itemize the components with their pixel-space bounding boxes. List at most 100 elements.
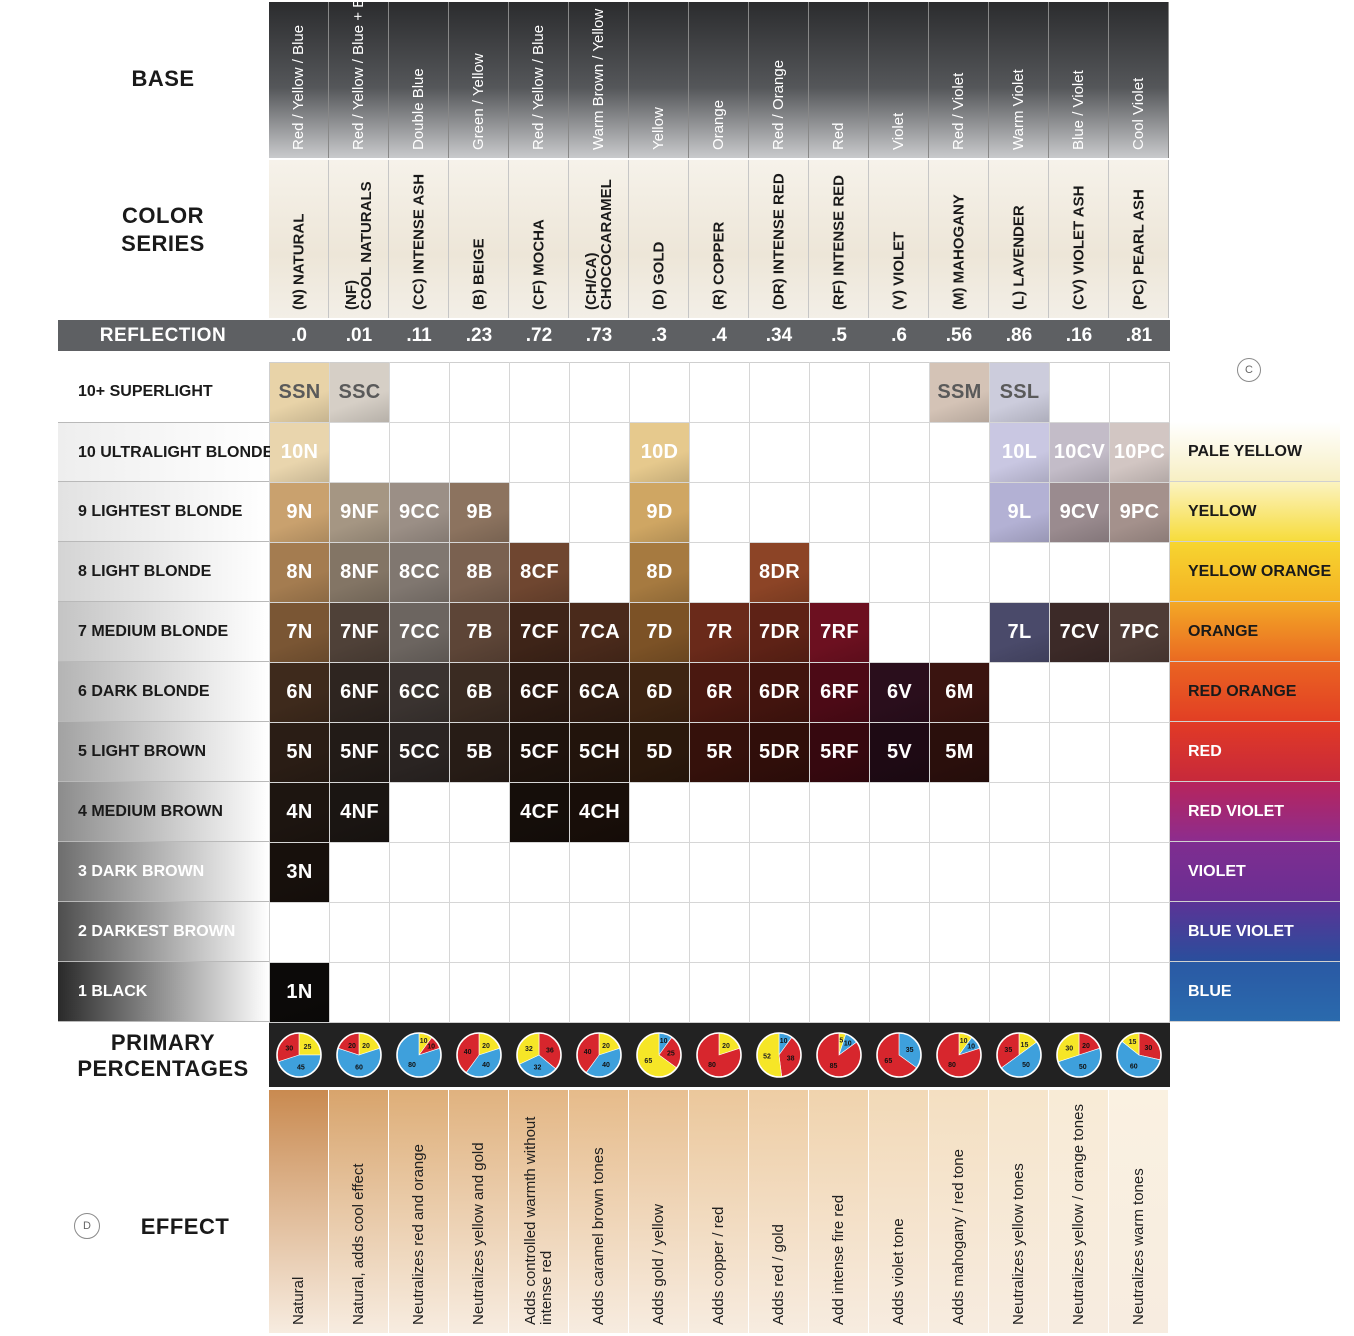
- shade-swatch[interactable]: 6NF: [330, 663, 389, 722]
- shade-swatch[interactable]: 7CC: [390, 603, 449, 662]
- base-header-text: Violet: [889, 112, 907, 150]
- shade-swatch[interactable]: 6CF: [510, 663, 569, 722]
- shade-swatch[interactable]: 7CV: [1050, 603, 1109, 662]
- reflection-value: .4: [711, 325, 727, 346]
- shade-swatch[interactable]: 5CC: [390, 723, 449, 782]
- color-series-cell: (DR) INTENSE RED: [749, 160, 809, 318]
- shade-swatch[interactable]: 5N: [270, 723, 329, 782]
- grid-line: [269, 962, 1170, 963]
- shade-swatch[interactable]: 9D: [630, 483, 689, 542]
- pie-label: 50: [1022, 1062, 1030, 1069]
- shade-swatch[interactable]: 5NF: [330, 723, 389, 782]
- shade-swatch[interactable]: 5B: [450, 723, 509, 782]
- shade-swatch[interactable]: 8CC: [390, 543, 449, 602]
- grid-line: [1049, 362, 1050, 1023]
- shade-swatch[interactable]: 4N: [270, 783, 329, 842]
- pie-ring: [756, 1032, 802, 1078]
- shade-swatch[interactable]: 6RF: [810, 663, 869, 722]
- color-series-text: (V) VIOLET: [890, 232, 907, 310]
- effect-cell: Adds copper / red: [689, 1090, 749, 1333]
- shade-swatch[interactable]: SSM: [930, 363, 989, 422]
- color-series-text: (N) NATURAL: [290, 214, 307, 310]
- shade-swatch[interactable]: 7B: [450, 603, 509, 662]
- shade-swatch[interactable]: 9L: [990, 483, 1049, 542]
- color-series-text: (CF) MOCHA: [530, 219, 547, 310]
- shade-swatch[interactable]: 6D: [630, 663, 689, 722]
- shade-swatch[interactable]: 5RF: [810, 723, 869, 782]
- base-header-cell: Green / Yellow: [449, 2, 509, 158]
- shade-swatch[interactable]: 8N: [270, 543, 329, 602]
- shade-swatch[interactable]: 10CV: [1050, 423, 1109, 482]
- shade-swatch[interactable]: 9PC: [1110, 483, 1169, 542]
- reflection-value: .72: [525, 325, 553, 346]
- shade-swatch[interactable]: 6M: [930, 663, 989, 722]
- shade-swatch[interactable]: 4CH: [570, 783, 629, 842]
- shade-swatch[interactable]: 7RF: [810, 603, 869, 662]
- base-header-cell: Double Blue: [389, 2, 449, 158]
- shade-swatch[interactable]: 7DR: [750, 603, 809, 662]
- shade-swatch[interactable]: 7D: [630, 603, 689, 662]
- shade-swatch[interactable]: 7N: [270, 603, 329, 662]
- shade-swatch[interactable]: 4CF: [510, 783, 569, 842]
- pie-ring: [876, 1032, 922, 1078]
- shade-swatch[interactable]: 8CF: [510, 543, 569, 602]
- shade-swatch[interactable]: 7CF: [510, 603, 569, 662]
- shade-swatch[interactable]: 6CC: [390, 663, 449, 722]
- grid-line: [269, 722, 1170, 723]
- shade-swatch[interactable]: 5CH: [570, 723, 629, 782]
- shade-swatch[interactable]: 3N: [270, 843, 329, 902]
- reflection-value: .34: [765, 325, 793, 346]
- shade-swatch[interactable]: 9B: [450, 483, 509, 542]
- grid-line: [269, 902, 1170, 903]
- shade-swatch[interactable]: 5M: [930, 723, 989, 782]
- shade-swatch[interactable]: 5DR: [750, 723, 809, 782]
- shade-swatch[interactable]: 6DR: [750, 663, 809, 722]
- shade-swatch[interactable]: 5D: [630, 723, 689, 782]
- shade-swatch[interactable]: 7R: [690, 603, 749, 662]
- shade-swatch[interactable]: 6N: [270, 663, 329, 722]
- color-series-line: (CC) INTENSE ASH: [410, 173, 427, 310]
- shade-swatch[interactable]: 10L: [990, 423, 1049, 482]
- shade-swatch[interactable]: 6R: [690, 663, 749, 722]
- shade-swatch[interactable]: 7CA: [570, 603, 629, 662]
- base-header-cell: Warm Violet: [989, 2, 1049, 158]
- shade-swatch[interactable]: 4NF: [330, 783, 389, 842]
- base-header-text: Green / Yellow: [469, 53, 487, 150]
- shade-swatch[interactable]: 5V: [870, 723, 929, 782]
- shade-swatch[interactable]: 10D: [630, 423, 689, 482]
- pie-label: 25: [304, 1044, 312, 1051]
- shade-swatch[interactable]: 7PC: [1110, 603, 1169, 662]
- pie-label: 40: [482, 1062, 490, 1069]
- color-series-line: (CH/CA): [582, 252, 600, 311]
- pie-chart: 35 65: [876, 1032, 922, 1078]
- shade-swatch[interactable]: 8B: [450, 543, 509, 602]
- base-header-cell: Blue / Violet: [1049, 2, 1109, 158]
- shade-swatch[interactable]: 6V: [870, 663, 929, 722]
- shade-swatch[interactable]: 6CA: [570, 663, 629, 722]
- shade-swatch[interactable]: 9CC: [390, 483, 449, 542]
- shade-swatch[interactable]: 1N: [270, 963, 329, 1022]
- base-header-cell: Violet: [869, 2, 929, 158]
- shade-swatch[interactable]: SSN: [270, 363, 329, 422]
- grid-line: [689, 362, 690, 1023]
- pie-chart: 20 50 30: [1056, 1032, 1102, 1078]
- shade-swatch[interactable]: 10PC: [1110, 423, 1169, 482]
- shade-swatch[interactable]: 5CF: [510, 723, 569, 782]
- shade-swatch[interactable]: SSL: [990, 363, 1049, 422]
- shade-swatch[interactable]: 7NF: [330, 603, 389, 662]
- shade-swatch[interactable]: 9CV: [1050, 483, 1109, 542]
- shade-swatch[interactable]: 9N: [270, 483, 329, 542]
- effect-text: Natural: [289, 1276, 307, 1325]
- base-header-text: Double Blue: [409, 68, 427, 150]
- shade-swatch[interactable]: 9NF: [330, 483, 389, 542]
- shade-swatch[interactable]: 7L: [990, 603, 1049, 662]
- primary-pie: 20 50 30: [1049, 1023, 1109, 1087]
- shade-swatch[interactable]: 8DR: [750, 543, 809, 602]
- shade-swatch[interactable]: 6B: [450, 663, 509, 722]
- shade-swatch[interactable]: SSC: [330, 363, 389, 422]
- shade-swatch[interactable]: 10N: [270, 423, 329, 482]
- shade-swatch[interactable]: 8D: [630, 543, 689, 602]
- shade-swatch[interactable]: 8NF: [330, 543, 389, 602]
- shade-swatch[interactable]: 5R: [690, 723, 749, 782]
- color-series-text: (CC) INTENSE ASH: [410, 173, 427, 310]
